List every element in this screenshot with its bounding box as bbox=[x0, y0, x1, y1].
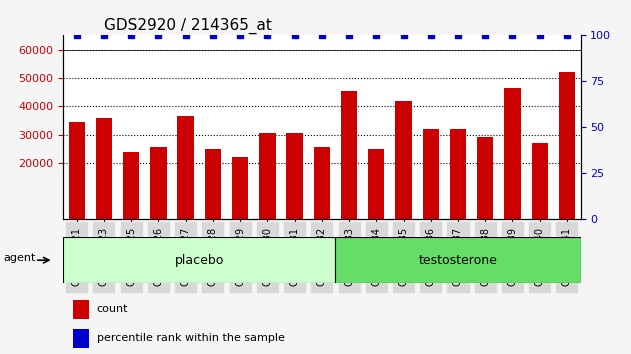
Bar bbox=[368, 149, 384, 219]
Bar bbox=[558, 72, 575, 219]
Bar bbox=[123, 152, 139, 219]
Bar bbox=[531, 143, 548, 219]
Bar bbox=[286, 133, 303, 219]
Bar bbox=[204, 149, 221, 219]
Text: count: count bbox=[97, 304, 128, 314]
Bar bbox=[150, 147, 167, 219]
Bar bbox=[232, 157, 248, 219]
FancyBboxPatch shape bbox=[63, 237, 336, 283]
Bar bbox=[177, 116, 194, 219]
Bar bbox=[69, 122, 85, 219]
Text: testosterone: testosterone bbox=[418, 254, 497, 267]
Bar bbox=[477, 137, 493, 219]
FancyBboxPatch shape bbox=[336, 237, 581, 283]
Bar bbox=[73, 300, 89, 319]
Bar bbox=[504, 88, 521, 219]
Bar bbox=[259, 133, 276, 219]
Bar bbox=[73, 329, 89, 348]
Bar bbox=[450, 129, 466, 219]
Bar bbox=[423, 129, 439, 219]
Text: percentile rank within the sample: percentile rank within the sample bbox=[97, 333, 285, 343]
Text: GDS2920 / 214365_at: GDS2920 / 214365_at bbox=[105, 18, 273, 34]
Bar bbox=[96, 118, 112, 219]
Text: agent: agent bbox=[3, 253, 35, 263]
Text: placebo: placebo bbox=[175, 254, 224, 267]
Bar bbox=[341, 91, 357, 219]
Bar bbox=[396, 101, 411, 219]
Bar bbox=[314, 147, 330, 219]
